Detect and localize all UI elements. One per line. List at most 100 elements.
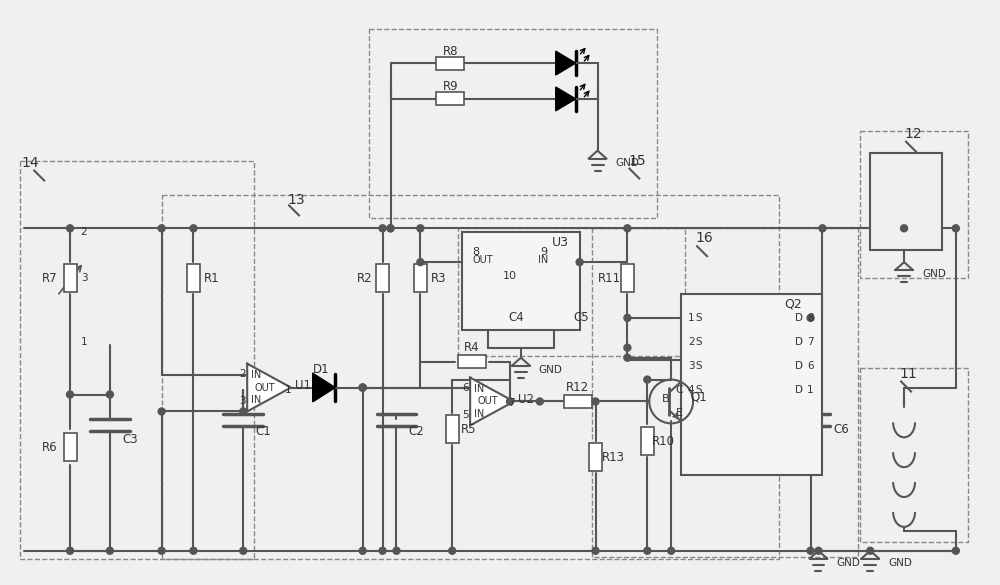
Circle shape (393, 548, 400, 554)
Text: 3: 3 (239, 397, 246, 407)
Text: D: D (795, 360, 803, 371)
Circle shape (359, 384, 366, 391)
Text: 1: 1 (688, 313, 694, 323)
Circle shape (158, 548, 165, 554)
Circle shape (952, 225, 959, 232)
Circle shape (592, 398, 599, 405)
Circle shape (387, 225, 394, 232)
Text: 6: 6 (807, 360, 814, 371)
Text: 4: 4 (688, 384, 694, 394)
Bar (641, 428, 654, 455)
Circle shape (158, 225, 165, 232)
Bar (436, 57, 464, 70)
Text: GND: GND (615, 157, 639, 168)
Circle shape (901, 225, 908, 232)
Circle shape (359, 548, 366, 554)
Text: S: S (696, 384, 702, 394)
Circle shape (952, 548, 959, 554)
Text: 13: 13 (287, 194, 305, 208)
Text: R6: R6 (42, 441, 58, 454)
Text: S: S (696, 337, 702, 347)
Text: 1: 1 (81, 337, 87, 347)
Circle shape (449, 548, 456, 554)
Text: IN: IN (251, 370, 261, 380)
Bar (860, 367, 968, 542)
Text: S: S (696, 313, 702, 323)
Circle shape (815, 548, 822, 554)
Text: 10: 10 (503, 271, 517, 281)
Text: D: D (795, 384, 803, 394)
Text: 1: 1 (285, 384, 292, 394)
Polygon shape (313, 374, 335, 401)
Text: 12: 12 (904, 127, 922, 141)
Text: 2: 2 (688, 337, 694, 347)
Text: GND: GND (888, 558, 912, 567)
Text: 15: 15 (629, 154, 646, 168)
Circle shape (417, 259, 424, 266)
Text: Q2: Q2 (785, 297, 802, 311)
Bar (187, 264, 200, 292)
Text: IN: IN (538, 255, 548, 265)
Text: R5: R5 (460, 423, 476, 436)
Circle shape (359, 384, 366, 391)
Polygon shape (470, 377, 514, 425)
Text: IN: IN (474, 384, 484, 394)
Circle shape (668, 548, 675, 554)
Polygon shape (247, 364, 291, 411)
Circle shape (379, 548, 386, 554)
Bar (369, 29, 657, 218)
Circle shape (387, 225, 394, 232)
Circle shape (644, 376, 651, 383)
Bar (860, 131, 968, 278)
Circle shape (67, 391, 74, 398)
Text: 2: 2 (239, 369, 246, 378)
Text: 2: 2 (81, 228, 87, 238)
Text: OUT: OUT (472, 255, 493, 265)
Circle shape (867, 548, 874, 554)
Text: C6: C6 (833, 423, 849, 436)
Circle shape (67, 548, 74, 554)
Bar (681, 294, 822, 475)
Text: D1: D1 (313, 363, 329, 376)
Text: R1: R1 (204, 271, 219, 284)
Text: D: D (795, 337, 803, 347)
Text: C4: C4 (508, 311, 524, 324)
Text: R2: R2 (357, 271, 372, 284)
Bar (20, 161, 254, 559)
Circle shape (240, 408, 247, 415)
Text: R11: R11 (598, 271, 621, 284)
Circle shape (644, 548, 651, 554)
Polygon shape (556, 87, 576, 111)
Text: 7: 7 (508, 398, 515, 408)
Circle shape (624, 225, 631, 232)
Circle shape (379, 225, 386, 232)
Text: 8: 8 (472, 247, 479, 257)
Circle shape (106, 391, 113, 398)
Bar (458, 228, 685, 356)
Bar (64, 264, 77, 292)
Bar (462, 232, 580, 330)
Text: R3: R3 (431, 271, 446, 284)
Bar (458, 355, 486, 368)
Text: 6: 6 (462, 383, 468, 393)
Bar (376, 264, 389, 292)
Text: 5: 5 (462, 411, 468, 421)
Bar (446, 415, 459, 443)
Circle shape (67, 225, 74, 232)
Text: R7: R7 (42, 271, 58, 284)
Text: U3: U3 (552, 236, 569, 249)
Circle shape (807, 314, 814, 321)
Circle shape (240, 548, 247, 554)
Circle shape (190, 548, 197, 554)
Text: OUT: OUT (478, 397, 498, 407)
Circle shape (106, 548, 113, 554)
Text: C2: C2 (409, 425, 424, 438)
Text: 11: 11 (899, 367, 917, 381)
Text: 1: 1 (807, 384, 814, 394)
Text: E: E (676, 408, 683, 418)
Circle shape (576, 259, 583, 266)
Circle shape (359, 384, 366, 391)
Circle shape (624, 354, 631, 361)
Text: U2: U2 (518, 393, 534, 406)
Text: IN: IN (474, 410, 484, 419)
